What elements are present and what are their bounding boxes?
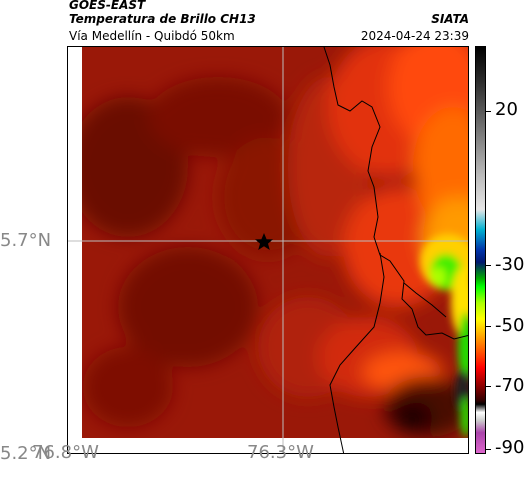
colorbar (475, 46, 486, 454)
temperature-field (82, 47, 468, 438)
colorbar-tick (486, 449, 491, 450)
location-marker (255, 233, 273, 250)
map-panel (67, 46, 469, 454)
colorbar-label-20: 20 (495, 99, 518, 120)
colorbar-label-minus90: -90 (495, 437, 525, 458)
region-title: Vía Medellín - Quibdó 50km (69, 29, 235, 43)
colorbar-tick (486, 386, 491, 387)
colorbar-tick (486, 111, 491, 112)
lon-label-76.8W: 76.8°W (32, 442, 99, 463)
lat-label-5.2N: 5.2°N (0, 443, 52, 464)
satellite-title: GOES-EAST (69, 0, 146, 12)
colorbar-label-minus70: -70 (495, 375, 525, 396)
lat-label-5.7N: 5.7°N (0, 230, 52, 251)
lon-label-76.3W: 76.3°W (247, 442, 314, 463)
colorbar-label-minus50: -50 (495, 315, 525, 336)
colorbar-label-minus30: -30 (495, 254, 525, 275)
organization-label: SIATA (431, 12, 469, 26)
brightness-temperature-map (68, 47, 468, 453)
timestamp-label: 2024-04-24 23:39 (360, 29, 469, 43)
colorbar-tick (486, 265, 491, 266)
coastline-borders (323, 47, 468, 453)
product-title: Temperatura de Brillo CH13 (69, 12, 256, 26)
colorbar-tick (486, 326, 491, 327)
